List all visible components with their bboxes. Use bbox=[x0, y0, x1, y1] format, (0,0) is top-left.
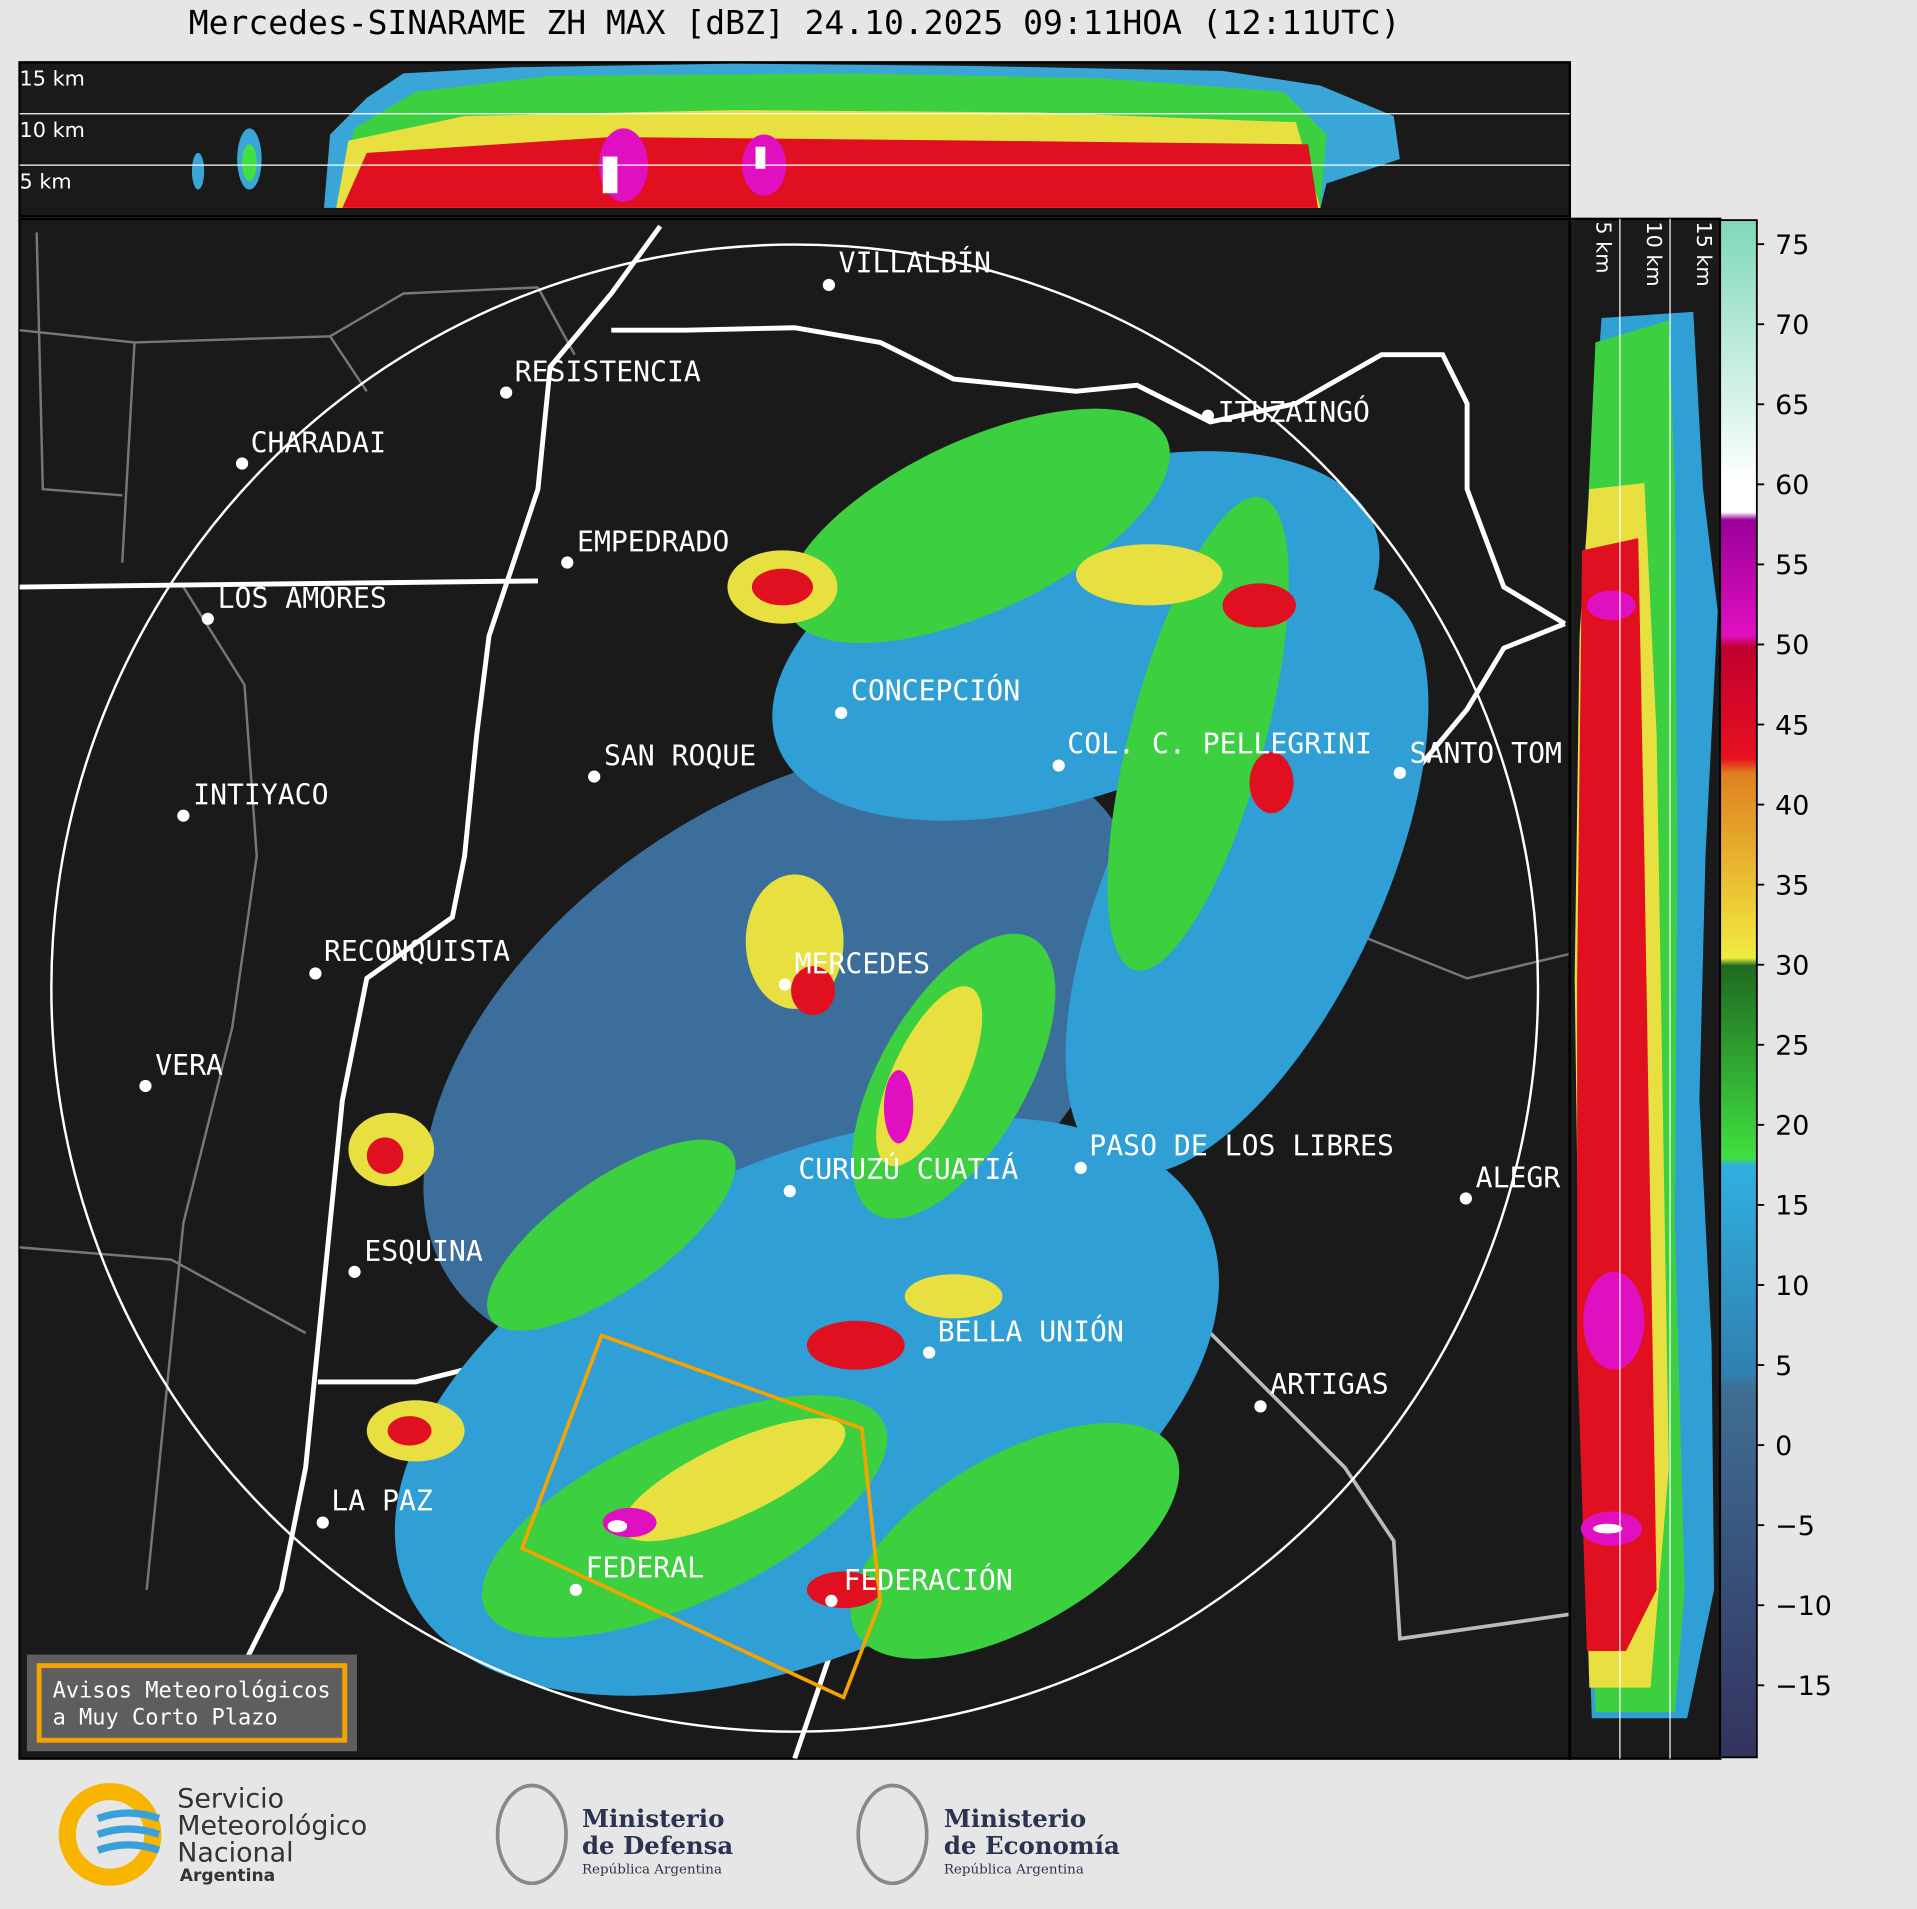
footer-text: Servicio bbox=[177, 1783, 284, 1814]
footer: Servicio Meteorológico Nacional Argentin… bbox=[58, 1783, 1120, 1886]
city-label: FEDERAL bbox=[586, 1552, 704, 1585]
city-dot bbox=[177, 809, 190, 822]
colorbar-tick-label: 55 bbox=[1775, 550, 1809, 581]
city-label: MERCEDES bbox=[795, 947, 930, 980]
city-label: INTIYACO bbox=[193, 779, 328, 812]
warning-box-bg bbox=[26, 1654, 357, 1752]
city-label: ALEGR bbox=[1476, 1161, 1561, 1194]
range-ring bbox=[50, 243, 1540, 1733]
city-dot bbox=[822, 278, 836, 292]
footer-text: de Economía bbox=[944, 1831, 1120, 1860]
city-dot bbox=[500, 386, 513, 399]
height-label: 15 km bbox=[1692, 221, 1716, 286]
city-label: CONCEPCIÓN bbox=[851, 674, 1020, 708]
radar-echoes bbox=[348, 408, 1429, 1696]
footer-text: Nacional bbox=[177, 1837, 293, 1868]
warning-polygon bbox=[519, 1333, 883, 1700]
warning-text: a Muy Corto Plazo bbox=[53, 1705, 278, 1730]
city-label: CHARADAI bbox=[251, 426, 386, 459]
city-label: VERA bbox=[155, 1049, 223, 1082]
city-dot bbox=[835, 706, 848, 720]
city-label: SAN ROQUE bbox=[604, 740, 756, 773]
city-dot bbox=[1201, 409, 1215, 422]
colorbar-tick-label: −5 bbox=[1775, 1511, 1815, 1542]
city-label: ESQUINA bbox=[364, 1235, 483, 1268]
footer-text: Meteorológico bbox=[177, 1810, 367, 1841]
city-dot bbox=[588, 770, 601, 783]
city-dot bbox=[348, 1265, 361, 1278]
city-dot bbox=[1052, 759, 1065, 772]
city-label: RESISTENCIA bbox=[515, 356, 701, 389]
city-dot bbox=[1459, 1192, 1472, 1205]
city-label: ITUZAINGÓ bbox=[1218, 395, 1370, 429]
city-label: VILLALBÍN bbox=[839, 246, 991, 280]
map-layers: VILLALBÍN RESISTENCIA CHARADAI EMPEDRADO LOS… bbox=[19, 224, 1570, 1759]
city-dot bbox=[1074, 1161, 1087, 1175]
footer-text: República Argentina bbox=[582, 1863, 722, 1878]
city-label: PASO DE LOS LIBRES bbox=[1089, 1130, 1394, 1163]
footer-text: Argentina bbox=[180, 1866, 275, 1886]
colorbar-tick-label: 25 bbox=[1775, 1031, 1809, 1062]
city-label: LA PAZ bbox=[331, 1484, 433, 1517]
city-dot bbox=[309, 967, 322, 980]
title: Mercedes-SINARAME ZH MAX [dBZ] 24.10.202… bbox=[189, 3, 1401, 42]
smn-waves bbox=[96, 1809, 161, 1854]
city-dot bbox=[561, 556, 574, 569]
colorbar-tick-label: 40 bbox=[1775, 790, 1809, 821]
footer-text: de Defensa bbox=[582, 1831, 733, 1860]
city-dot bbox=[778, 978, 792, 991]
city-label: ARTIGAS bbox=[1270, 1368, 1388, 1401]
city-dot bbox=[139, 1079, 152, 1093]
city-dot bbox=[201, 612, 214, 625]
city-dot bbox=[235, 457, 249, 470]
city-dot bbox=[1393, 766, 1406, 780]
warning-box bbox=[36, 1663, 348, 1743]
city-dot bbox=[569, 1583, 582, 1596]
height-label: 10 km bbox=[1642, 221, 1666, 286]
colorbar-tick-label: 60 bbox=[1775, 470, 1809, 501]
colorbar-tick-label: 75 bbox=[1775, 230, 1809, 261]
city-label: COL. C. PELLEGRINI bbox=[1067, 727, 1372, 760]
city-label: SANTO TOM bbox=[1410, 737, 1562, 770]
colorbar-tick-label: 45 bbox=[1775, 710, 1809, 741]
warning-text: Avisos Meteorológicos bbox=[53, 1678, 331, 1703]
colorbar-tick-label: 5 bbox=[1775, 1351, 1792, 1382]
colorbar-tick-label: 0 bbox=[1775, 1431, 1792, 1462]
height-label: 10 km bbox=[20, 118, 85, 142]
city-label: CURUZÚ CUATIÁ bbox=[798, 1152, 1018, 1186]
colorbar bbox=[1719, 219, 1758, 1759]
height-label: 5 km bbox=[20, 169, 72, 193]
city-label: FEDERACIÓN bbox=[844, 1563, 1013, 1597]
colorbar-tick-label: 15 bbox=[1775, 1191, 1809, 1222]
colorbar-tick-label: 70 bbox=[1775, 310, 1809, 341]
colorbar-tick-label: 50 bbox=[1775, 630, 1809, 661]
city-dot bbox=[316, 1516, 329, 1529]
footer-text: Ministerio bbox=[944, 1804, 1086, 1833]
cities: VILLALBÍN RESISTENCIA CHARADAI EMPEDRADO LOS… bbox=[139, 246, 1562, 1607]
right-echoes bbox=[1574, 311, 1718, 1719]
colorbar-tick-label: −15 bbox=[1775, 1671, 1832, 1702]
city-label: LOS AMORES bbox=[218, 582, 387, 615]
city-dot bbox=[825, 1594, 838, 1607]
colorbar-tick-label: 35 bbox=[1775, 870, 1809, 901]
city-label: BELLA UNIÓN bbox=[938, 1315, 1124, 1349]
height-label: 15 km bbox=[20, 67, 85, 91]
city-label: RECONQUISTA bbox=[324, 935, 510, 968]
footer-text: Ministerio bbox=[582, 1804, 724, 1833]
footer-text: República Argentina bbox=[944, 1863, 1084, 1878]
city-dot bbox=[783, 1185, 796, 1198]
colorbar-tick-label: 30 bbox=[1775, 951, 1809, 982]
colorbar-tick-label: −10 bbox=[1775, 1591, 1832, 1622]
colorbar-tick-label: 65 bbox=[1775, 390, 1809, 421]
coat-of-arms bbox=[856, 1783, 929, 1886]
height-label: 5 km bbox=[1592, 221, 1616, 273]
city-dot bbox=[1254, 1400, 1267, 1413]
coat-of-arms bbox=[495, 1783, 568, 1886]
city-dot bbox=[923, 1346, 936, 1359]
colorbar-tick-label: 20 bbox=[1775, 1111, 1809, 1142]
city-label: EMPEDRADO bbox=[577, 526, 729, 559]
colorbar-tick-label: 10 bbox=[1775, 1271, 1809, 1302]
